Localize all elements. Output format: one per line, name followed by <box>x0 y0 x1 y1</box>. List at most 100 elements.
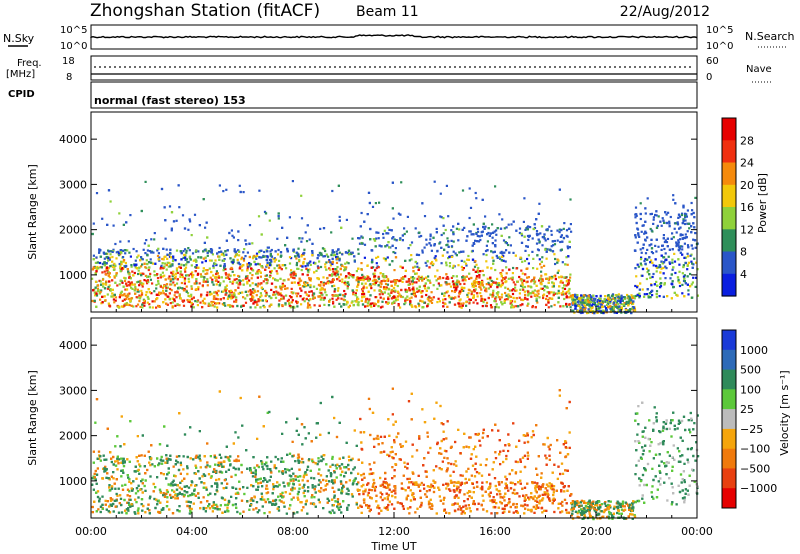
data-cell <box>190 285 193 288</box>
data-cell <box>448 301 451 304</box>
data-cell <box>472 233 475 236</box>
data-cell <box>360 262 363 265</box>
data-cell <box>203 276 206 279</box>
data-cell <box>447 245 450 248</box>
data-cell <box>677 244 680 247</box>
data-cell <box>182 289 186 292</box>
data-cell <box>128 272 131 275</box>
data-cell <box>140 265 143 268</box>
data-cell <box>672 286 675 289</box>
data-cell <box>618 307 621 311</box>
data-cell <box>185 258 188 261</box>
data-cell <box>382 236 385 239</box>
data-cell <box>308 261 311 265</box>
data-cell <box>675 243 678 246</box>
data-cell <box>286 287 289 290</box>
data-cell <box>280 294 283 297</box>
data-cell <box>681 283 684 286</box>
data-cell <box>521 281 524 284</box>
data-cell <box>393 238 396 241</box>
data-cell <box>357 301 360 304</box>
data-cell <box>496 286 499 289</box>
data-cell <box>361 303 365 306</box>
data-cell <box>430 291 433 294</box>
data-cell <box>556 261 559 264</box>
data-cell <box>626 293 629 297</box>
data-cell <box>615 294 618 297</box>
data-cell <box>566 235 569 238</box>
data-cell <box>119 270 122 273</box>
data-cell <box>498 296 501 299</box>
data-cell <box>634 236 637 239</box>
data-cell <box>568 296 571 299</box>
data-cell <box>661 217 664 220</box>
data-cell <box>513 300 517 303</box>
data-cell <box>164 278 167 281</box>
data-cell <box>252 302 255 305</box>
data-cell <box>158 259 161 262</box>
data-cell <box>194 300 197 303</box>
data-cell <box>144 180 147 183</box>
data-cell <box>255 272 258 275</box>
data-cell <box>202 250 205 253</box>
data-cell <box>461 228 464 231</box>
data-cell <box>397 212 400 215</box>
data-cell <box>170 211 174 214</box>
data-cell <box>474 191 477 195</box>
data-cell <box>655 266 658 270</box>
data-cell <box>108 284 111 287</box>
data-cell <box>484 215 487 218</box>
data-cell <box>616 306 619 309</box>
data-cell <box>109 265 112 268</box>
freq-point <box>459 66 461 68</box>
data-cell <box>231 282 234 285</box>
data-cell <box>683 242 686 245</box>
data-cell <box>492 262 495 265</box>
data-cell <box>568 227 571 230</box>
data-cell <box>526 234 530 238</box>
data-cell <box>495 305 498 309</box>
data-cell <box>300 303 303 306</box>
data-cell <box>558 228 561 231</box>
data-cell <box>273 257 276 260</box>
data-cell <box>157 280 160 283</box>
data-cell <box>264 289 267 293</box>
nsky-path <box>90 34 698 39</box>
data-cell <box>141 258 144 261</box>
data-cell <box>273 267 276 270</box>
data-cell <box>409 244 412 247</box>
data-cell <box>190 264 193 267</box>
data-cell <box>265 282 268 285</box>
data-cell <box>687 261 690 264</box>
data-cell <box>324 291 327 294</box>
data-cell <box>367 191 371 194</box>
data-cell <box>591 303 595 306</box>
data-cell <box>202 301 205 305</box>
data-cell <box>251 295 254 298</box>
data-cell <box>605 307 608 310</box>
data-cell <box>413 290 416 293</box>
data-cell <box>455 254 458 257</box>
data-cell <box>229 280 232 283</box>
freq-point <box>159 66 161 68</box>
data-cell <box>663 256 666 259</box>
data-cell <box>476 234 479 238</box>
data-cell <box>561 261 564 264</box>
data-cell <box>559 305 562 308</box>
data-cell <box>336 253 339 256</box>
data-cell <box>474 284 477 288</box>
data-cell <box>550 275 553 278</box>
freq-point <box>334 66 336 68</box>
data-cell <box>258 270 261 273</box>
data-cell <box>370 261 374 264</box>
data-cell <box>429 262 432 265</box>
data-cell <box>511 292 515 296</box>
data-cell <box>649 213 652 216</box>
data-cell <box>491 236 494 239</box>
freq-point <box>209 66 211 68</box>
data-cell <box>442 301 445 304</box>
data-cell <box>633 309 637 312</box>
data-cell <box>144 266 147 269</box>
data-cell <box>542 296 545 300</box>
data-cell <box>96 265 99 269</box>
